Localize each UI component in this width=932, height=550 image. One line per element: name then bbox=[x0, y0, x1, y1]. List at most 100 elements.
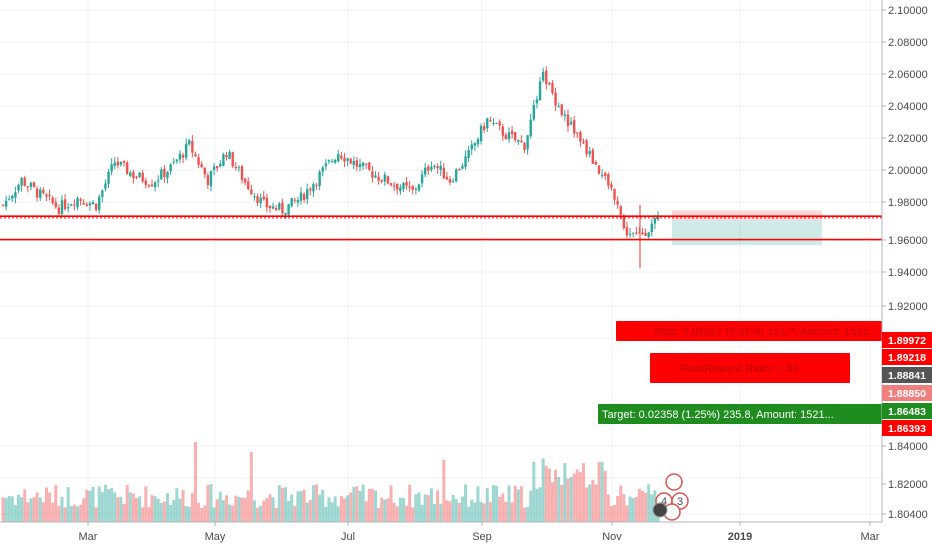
volume-bar bbox=[131, 493, 135, 522]
volume-bar bbox=[206, 484, 210, 522]
volume-bar bbox=[187, 506, 191, 522]
candle-body bbox=[287, 204, 290, 215]
volume-bar bbox=[116, 497, 120, 522]
candle-body bbox=[110, 164, 113, 172]
candle-body bbox=[486, 118, 489, 129]
candle-body bbox=[517, 139, 520, 142]
volume-bar bbox=[122, 503, 126, 522]
volume-bar bbox=[498, 496, 502, 522]
candle-body bbox=[343, 157, 346, 162]
volume-bar bbox=[613, 504, 617, 522]
volume-bar bbox=[190, 493, 194, 522]
volume-bar bbox=[597, 462, 601, 522]
event-marker-icon[interactable] bbox=[665, 473, 683, 491]
volume-bar bbox=[358, 491, 362, 522]
candle-body bbox=[262, 196, 265, 200]
ratio-label-box[interactable] bbox=[650, 353, 850, 383]
volume-bar bbox=[516, 489, 520, 522]
candle-body bbox=[492, 122, 495, 124]
event-marker-icon[interactable] bbox=[652, 502, 668, 518]
candle-body bbox=[545, 70, 548, 85]
candle-body bbox=[380, 180, 383, 182]
candle-body bbox=[355, 160, 359, 167]
candle-body bbox=[11, 195, 14, 199]
candle-body bbox=[206, 175, 210, 185]
volume-bar bbox=[175, 488, 179, 522]
volume-bar bbox=[193, 442, 197, 522]
candle-body bbox=[265, 197, 269, 208]
candle-body bbox=[309, 188, 312, 191]
volume-bar bbox=[405, 505, 409, 522]
candle-body bbox=[259, 197, 262, 204]
price-tick-label: 2.02000 bbox=[888, 133, 928, 145]
candle-body bbox=[312, 184, 315, 192]
candle-body bbox=[476, 139, 480, 145]
volume-bar bbox=[17, 494, 21, 522]
candle-body bbox=[405, 181, 408, 186]
volume-bar bbox=[110, 488, 114, 522]
volume-bar bbox=[361, 484, 365, 522]
volume-bar bbox=[473, 502, 477, 522]
candle-body bbox=[212, 166, 216, 170]
stop-label-box[interactable] bbox=[616, 321, 882, 341]
volume-bar bbox=[510, 502, 514, 522]
candle-body bbox=[653, 218, 657, 224]
volume-bar bbox=[550, 482, 554, 522]
target-label-box[interactable] bbox=[598, 404, 882, 424]
candle-body bbox=[29, 182, 33, 187]
volume-bar bbox=[7, 496, 11, 522]
candle-body bbox=[529, 119, 532, 137]
price-axis[interactable]: 2.10000 2.08000 2.06000 2.04000 2.02000 2.000… bbox=[881, 0, 932, 550]
candle-body bbox=[150, 184, 154, 187]
volume-bar bbox=[234, 495, 238, 522]
volume-bar bbox=[66, 487, 70, 522]
price-tag-label: 1.89218 bbox=[888, 352, 926, 364]
volume-bar bbox=[389, 485, 393, 522]
candle-body bbox=[35, 188, 39, 198]
volume-bar bbox=[169, 504, 173, 522]
volume-bar bbox=[634, 497, 638, 522]
volume-bar bbox=[69, 506, 73, 522]
volume-bar bbox=[35, 492, 39, 522]
candle-body bbox=[498, 121, 501, 126]
candle-body bbox=[628, 233, 632, 235]
volume-bar bbox=[513, 485, 517, 522]
candle-body bbox=[368, 162, 371, 170]
candle-body bbox=[209, 170, 213, 187]
volume-bar bbox=[619, 485, 623, 522]
candle-body bbox=[569, 121, 573, 125]
candle-body bbox=[489, 120, 492, 122]
candle-body bbox=[439, 165, 442, 170]
volume-bar bbox=[100, 492, 104, 522]
candle-body bbox=[98, 196, 101, 211]
candle-body bbox=[625, 227, 629, 236]
candle-body bbox=[215, 166, 219, 169]
volume-bar bbox=[305, 502, 309, 522]
volume-bar bbox=[147, 507, 151, 522]
volume-bar bbox=[318, 494, 322, 522]
candle-body bbox=[408, 186, 411, 188]
trade-labels[interactable]: Stop: 0.01517 (0.81%) 151.7, Amount: 152… bbox=[598, 321, 882, 424]
candle-body bbox=[153, 182, 157, 188]
candle-body bbox=[91, 202, 95, 205]
candle-body bbox=[635, 232, 638, 234]
candle-body bbox=[234, 166, 238, 169]
volume-bar bbox=[134, 497, 138, 522]
volume-bar bbox=[203, 505, 207, 522]
candle-body bbox=[538, 81, 542, 101]
time-axis[interactable]: Mar May Jul Sep Nov 2019 Mar bbox=[0, 521, 932, 550]
volume-bar bbox=[166, 493, 170, 522]
volume-bar bbox=[302, 489, 306, 522]
candle-body bbox=[607, 174, 610, 186]
candle-body bbox=[4, 200, 8, 207]
volume-bar bbox=[51, 502, 55, 522]
candle-body bbox=[594, 161, 598, 165]
volume-bar bbox=[547, 468, 551, 522]
volume-bar bbox=[541, 458, 545, 522]
volume-bar bbox=[432, 503, 436, 522]
volume-bar bbox=[327, 497, 331, 522]
candle-body bbox=[557, 106, 560, 108]
